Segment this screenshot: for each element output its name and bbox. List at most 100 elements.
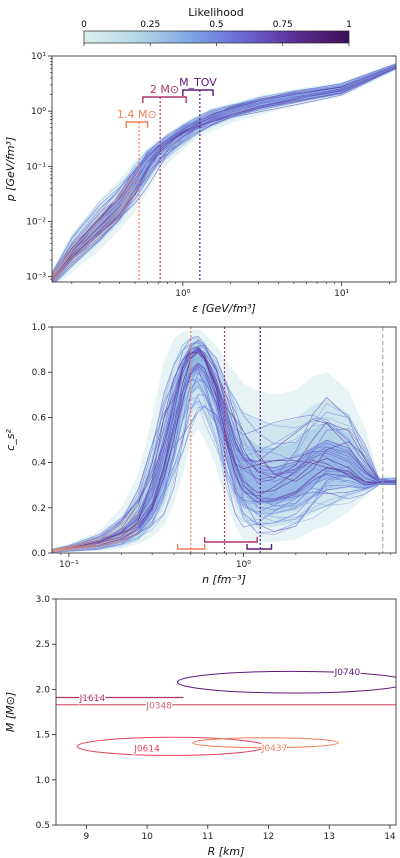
y-tick-label: 2.0 [36, 685, 51, 695]
sample-curve [52, 67, 396, 282]
sample-curve [52, 366, 396, 552]
x-tick-label: 10⁻¹ [59, 560, 79, 570]
sample-curve [52, 64, 396, 276]
sample-curve [52, 66, 396, 280]
likelihood-band [52, 63, 396, 282]
sample-curve [52, 346, 396, 551]
sample-curve-tail [52, 533, 139, 553]
sample-curve [52, 346, 396, 551]
colorbar-tick-label: 0.75 [273, 20, 293, 30]
y-tick-label: 1.0 [36, 776, 51, 786]
sample-curve-tail [52, 177, 136, 278]
sample-curve [52, 66, 396, 280]
colorbar-tick-label: 1 [346, 20, 352, 30]
sample-curve-tail [52, 512, 139, 551]
y-tick-label: 1.0 [32, 323, 47, 333]
x-axis-label: n [fm⁻³] [202, 573, 246, 586]
colorbar-tick-label: 0.5 [209, 20, 223, 30]
constraint-label: J0437 [261, 744, 288, 754]
sample-curve [52, 66, 396, 281]
sample-curve [52, 397, 396, 552]
sample-curve [52, 68, 396, 282]
y-tick-label: 2.5 [36, 640, 50, 650]
y-tick-label: 10⁻¹ [26, 162, 46, 172]
y-tick-label: 10¹ [31, 52, 46, 62]
x-tick-label: 10⁰ [175, 289, 190, 299]
density-bracket [246, 544, 273, 550]
sample-curve [52, 340, 396, 551]
constraint-ellipse [76, 736, 266, 756]
mass-radius-panel: J0740 J1614 J0348 J0614 J0437 9 10 11 12 13 14 0.5 1… [4, 595, 397, 858]
constraint-ellipse [176, 670, 396, 694]
sample-curve-tail [52, 173, 136, 276]
sample-curve [52, 348, 396, 551]
density-marker-label: 2 M⊙ [150, 83, 179, 96]
colorbar-ticks: 0 0.25 0.5 0.75 1 [81, 20, 352, 46]
sample-curve [52, 346, 396, 551]
y-axis-label: c_s² [4, 429, 17, 451]
sample-curve [52, 67, 396, 281]
y-tick-label: 3.0 [36, 595, 51, 605]
colorbar-tick-label: 0 [81, 20, 87, 30]
y-tick-label: 0.6 [32, 413, 47, 423]
sample-curve [52, 65, 396, 280]
sample-curve [52, 63, 396, 273]
x-tick-label: 11 [202, 832, 213, 842]
constraint-label: J0614 [133, 745, 160, 755]
sample-curve [56, 68, 396, 282]
sample-curve [52, 66, 396, 281]
plot-area [56, 670, 396, 756]
x-tick-label: 10⁰ [236, 560, 251, 570]
sample-curve [52, 342, 396, 550]
density-bracket [125, 121, 149, 128]
sample-curve-tail [52, 194, 136, 282]
sample-curve [52, 345, 396, 551]
x-tick-label: 10¹ [334, 289, 349, 299]
y-tick-label: 0.4 [32, 459, 47, 469]
constraint-label: J0740 [334, 668, 361, 678]
x-tick-label: 10 [141, 832, 153, 842]
constraint-label: J1614 [79, 694, 106, 704]
density-bracket [203, 537, 258, 543]
sample-curve [54, 68, 396, 282]
sample-curve [52, 65, 396, 280]
sample-curve [54, 68, 396, 282]
sample-curve [52, 67, 396, 282]
sample-curve [52, 378, 396, 552]
y-tick-label: 10⁻² [26, 217, 46, 227]
sample-curve [52, 350, 396, 551]
density-marker-label: M_TOV [179, 76, 217, 89]
sample-curve [52, 66, 396, 280]
y-axis-label: M [M⊙] [4, 692, 17, 732]
sample-curve [52, 66, 396, 280]
sample-curve [53, 68, 396, 282]
density-bracket [176, 544, 206, 550]
sample-curve-tail [52, 521, 139, 551]
sample-curve [52, 67, 396, 282]
y-tick-label: 0.0 [32, 549, 47, 559]
sample-curve [52, 65, 396, 278]
sample-curve [52, 372, 396, 553]
sample-curve [52, 350, 396, 552]
y-tick-label: 0.8 [32, 368, 47, 378]
sample-curve [52, 67, 396, 282]
sample-curve [53, 68, 396, 282]
axes-frame [55, 598, 397, 826]
y-tick-label: 10⁰ [31, 107, 46, 117]
sample-curve [52, 339, 396, 551]
sample-curve [53, 68, 396, 282]
sample-curve-tail [52, 189, 136, 282]
density-bracket [182, 89, 214, 96]
y-tick-label: 1.5 [36, 731, 50, 741]
density-marker-label: 1.4 M⊙ [117, 108, 157, 121]
sample-curve [52, 396, 396, 552]
colorbar-bar [83, 30, 350, 44]
x-tick-label: 14 [384, 832, 396, 842]
axes-frame [51, 326, 397, 554]
sample-curve [52, 66, 396, 281]
x-axis-label: ε [GeV/fm³] [192, 302, 256, 315]
sample-curve [52, 400, 396, 553]
plot-area [52, 62, 396, 282]
y-tick-label: 10⁻³ [26, 273, 46, 283]
